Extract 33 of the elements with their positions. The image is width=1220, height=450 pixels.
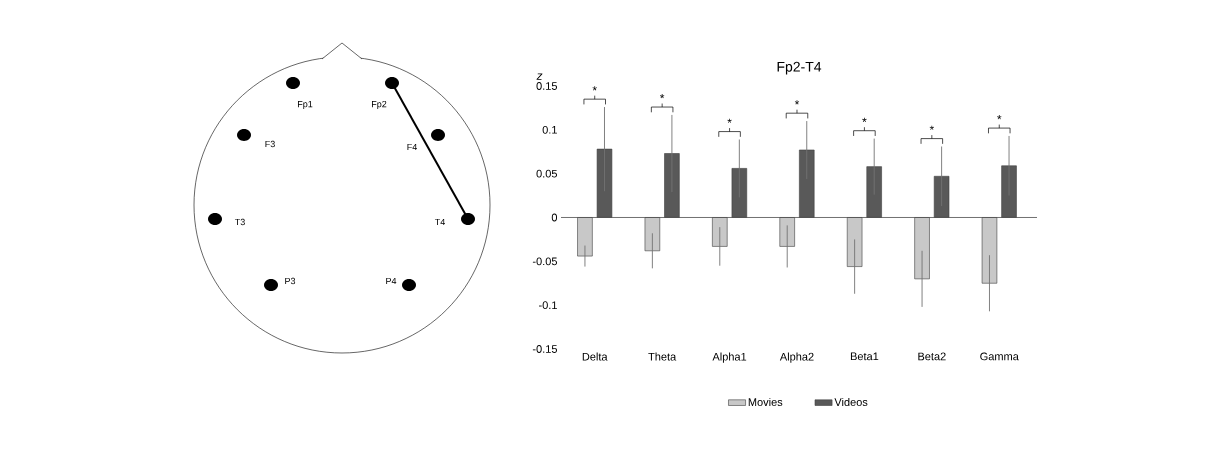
annotation: *	[929, 125, 934, 130]
annotation: *	[660, 94, 665, 99]
annotation: *	[727, 118, 732, 123]
annotation: *	[592, 86, 597, 91]
text: T3	[234, 218, 245, 226]
x-tick-label: Beta1	[850, 352, 879, 361]
x-tick-label: Gamma	[980, 352, 1019, 361]
annotation: *	[997, 115, 1002, 120]
x-tick-label: Alpha1	[712, 352, 747, 363]
text: Fp1	[297, 100, 313, 110]
y-tick-label: -0.1	[539, 301, 557, 310]
y-tick-label: 0.1	[542, 125, 557, 134]
x-tick-label: Beta2	[918, 352, 946, 361]
legend-label: Videos	[834, 397, 868, 406]
y-tick-label: -0.05	[532, 257, 557, 266]
text: F3	[265, 140, 275, 148]
chart-title: Fp2-T4	[777, 61, 822, 75]
text: Fp2	[371, 100, 387, 110]
legend-label: Movies	[748, 397, 783, 406]
text: P3	[285, 277, 296, 285]
x-tick-label: Theta	[648, 352, 677, 361]
text: P4	[386, 277, 397, 285]
annotation: *	[862, 117, 867, 122]
x-tick-label: Delta	[582, 352, 608, 361]
text: T4	[434, 218, 445, 226]
y-axis-title: z	[536, 73, 543, 80]
x-tick-label: Alpha2	[779, 352, 814, 363]
y-tick-label: -0.15	[532, 345, 557, 353]
text: F4	[407, 143, 417, 151]
y-tick-label: 0.05	[536, 169, 557, 178]
y-tick-label: 0.15	[536, 82, 557, 90]
y-tick-label: 0	[551, 213, 558, 222]
annotation: *	[794, 100, 800, 105]
